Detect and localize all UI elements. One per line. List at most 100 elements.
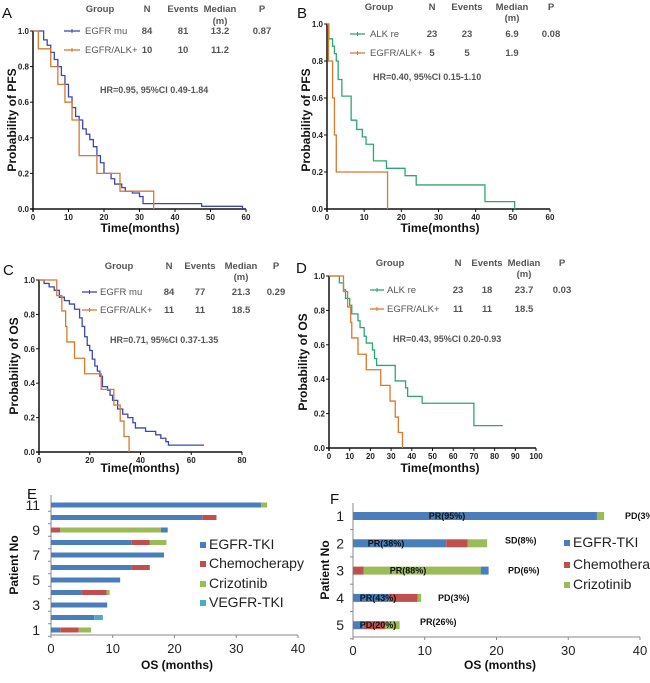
legend-header-median-unit: (m): [505, 13, 520, 24]
bar-segment-chemocherapy: [51, 527, 61, 533]
panel-label-d: D: [296, 260, 307, 277]
response-label: PR(38%): [368, 538, 405, 548]
legend-events: 11: [195, 305, 206, 316]
legend-header-group: Group: [365, 2, 394, 13]
y-tick-label: 0.2: [18, 169, 30, 178]
legend-label: Chemotherapy: [573, 556, 650, 572]
bar-segment-crizotinib: [78, 627, 92, 633]
y-tick-label: 0.4: [24, 379, 36, 388]
x-tick-label: 30: [229, 641, 243, 656]
legend-n: 11: [453, 304, 464, 315]
legend-p-value: 0.03: [553, 285, 572, 296]
x-tick-label: 20: [85, 456, 94, 465]
bar-segment-egfr-tki: [51, 590, 82, 595]
x-tick-label: 10: [345, 452, 354, 461]
x-tick-label: 0: [327, 452, 332, 461]
legend-header-events: Events: [471, 258, 502, 269]
bar-segment-egfr-tki: [160, 527, 168, 533]
response-label: PD(20%): [360, 620, 397, 630]
y-tick-label: 7: [32, 547, 40, 563]
response-label: PR(43%): [360, 593, 397, 603]
bar-segment-egfr-tki: [51, 565, 132, 570]
legend-header-median-unit: (m): [213, 16, 228, 27]
y-tick-label: 0.2: [24, 414, 36, 423]
x-tick-label: 0: [47, 641, 54, 656]
x-axis-label: Time(months): [100, 461, 179, 475]
km-curve-egfr-mu: [33, 30, 244, 209]
x-tick-label: 30: [561, 643, 575, 658]
legend-header-p: P: [259, 4, 266, 15]
legend-swatch: [564, 540, 570, 546]
x-tick-label: 10: [64, 213, 73, 222]
legend-header-median: Median: [225, 261, 258, 272]
x-tick-label: 0: [349, 643, 356, 658]
x-tick-label: 20: [489, 643, 503, 658]
response-label: PD(3%): [438, 593, 470, 603]
response-label: PR(26%): [420, 617, 457, 627]
bar-segment-chemotherapy: [353, 566, 364, 575]
bar-segment-egfr-tki: [353, 512, 597, 520]
y-tick-label: 0.4: [312, 131, 324, 140]
legend-median: 11.2: [211, 45, 229, 56]
legend-group-name: ALK re: [370, 29, 399, 40]
y-tick-label: 3: [336, 563, 344, 579]
bar-segment-egfr-tki: [480, 566, 489, 575]
bar-segment-crizotinib: [106, 590, 110, 595]
legend-header-p: P: [548, 2, 555, 13]
legend-label: Crizotinib: [573, 576, 632, 592]
y-tick-label: 3: [32, 597, 40, 613]
legend-group-name: EGFR mu: [85, 26, 127, 37]
bar-segment-vegfr-tki: [94, 615, 103, 620]
hazard-ratio-text: HR=0.95, 95%CI 0.49-1.84: [100, 85, 208, 95]
km-plot-a: 0 10 20 30 40 50 60 0.0 0.2 0.4 0.6 0.8 1.0 Probabili…: [5, 4, 271, 235]
legend-label: Chemocherapy: [209, 555, 304, 571]
y-tick-label: 0.0: [18, 205, 30, 214]
panel-label-f: F: [330, 491, 339, 508]
panel-label-e: E: [27, 486, 37, 503]
y-tick-label: 0.8: [18, 63, 30, 72]
x-tick-label: 60: [546, 213, 555, 222]
bar-segment-crizotinib: [363, 566, 481, 575]
x-tick-label: 40: [136, 456, 145, 465]
x-tick-label: 20: [366, 452, 375, 461]
x-tick-label: 60: [187, 456, 196, 465]
legend-header-n: N: [144, 4, 151, 15]
legend-group-name: EGFR/ALK+: [370, 48, 423, 59]
y-tick-label: 0.6: [18, 98, 30, 107]
y-tick-label: 0.6: [314, 341, 326, 350]
legend-label: Crizotinib: [209, 575, 268, 591]
legend-group-name: ALK re: [387, 285, 416, 296]
y-tick-label: 0.0: [24, 448, 36, 457]
legend-swatch: [200, 581, 206, 587]
legend-median: 1.9: [505, 48, 518, 59]
response-label: PR(88%): [390, 566, 427, 576]
bar-segment-egfr-tki: [353, 539, 447, 548]
legend-label: EGFR-TKI: [573, 534, 638, 550]
y-tick-label: 5: [336, 617, 344, 633]
x-axis-label: OS (months): [141, 658, 213, 672]
legend-group-name: EGFR/ALK+: [100, 305, 153, 316]
bar-chart-f: 0 10 20 30 40 1 2 3 4 5 PR(95%) PD(3%) PR(38%) SD(8%)…: [318, 503, 650, 672]
y-axis-label: Probability of OS: [7, 317, 21, 414]
km-curve-egfr-alk-: [327, 23, 389, 209]
legend-header-n: N: [429, 2, 436, 13]
legend-p-value: 0.29: [267, 287, 286, 298]
legend-header-group: Group: [376, 258, 405, 269]
panel-label-b: B: [297, 5, 307, 22]
bar-segment-crizotinib: [260, 502, 268, 508]
legend-header-median-unit: (m): [234, 272, 249, 283]
legend-median: 6.9: [505, 29, 518, 40]
x-tick-label: 0: [325, 213, 330, 222]
legend-swatch: [200, 542, 206, 548]
legend-n: 5: [429, 48, 435, 59]
response-label: SD(8%): [505, 535, 537, 545]
x-tick-label: 40: [471, 213, 480, 222]
bar-segment-egfr-tki: [353, 621, 364, 630]
legend-swatch: [564, 562, 570, 568]
bar-segment-crizotinib: [596, 512, 605, 520]
bar-segment-egfr-tki: [51, 502, 261, 508]
legend-n: 11: [164, 305, 175, 316]
km-curve-alk-re: [329, 275, 503, 427]
x-tick-label: 0: [37, 456, 42, 465]
